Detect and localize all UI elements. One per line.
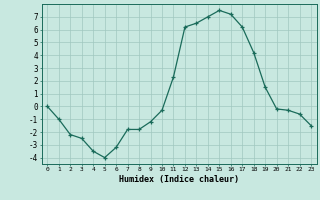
X-axis label: Humidex (Indice chaleur): Humidex (Indice chaleur) bbox=[119, 175, 239, 184]
